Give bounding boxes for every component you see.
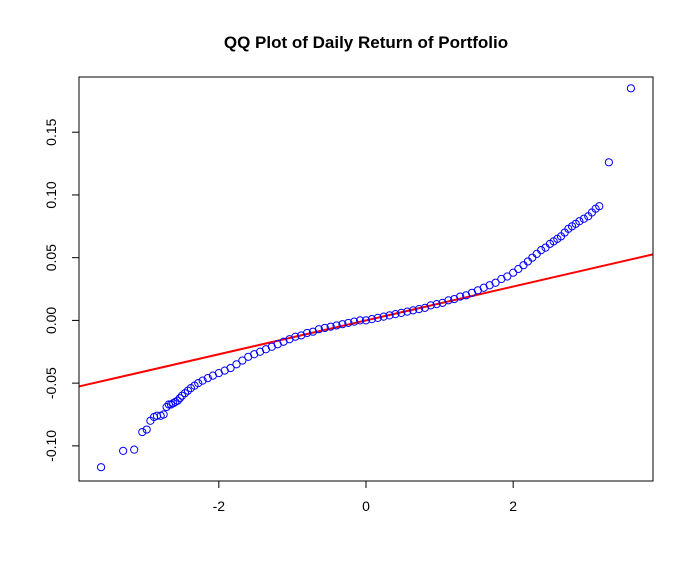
points-layer [96, 84, 636, 472]
data-point [528, 253, 537, 262]
data-point [444, 296, 453, 305]
data-point [96, 463, 106, 472]
data-point [303, 328, 312, 338]
data-point [203, 374, 212, 383]
data-point [169, 399, 178, 408]
data-point [232, 360, 241, 369]
qq-line-layer [78, 253, 654, 388]
data-point [175, 394, 184, 403]
data-point [367, 315, 376, 324]
data-point [356, 316, 365, 325]
data-point [456, 292, 465, 301]
data-point [391, 310, 400, 319]
data-point [514, 264, 523, 274]
y-tick-label: 0.15 [43, 118, 59, 145]
data-point [373, 313, 382, 322]
data-point [397, 308, 406, 317]
data-point [177, 391, 187, 400]
x-tick-label: 0 [362, 498, 370, 514]
data-point [604, 158, 613, 167]
data-point [314, 325, 324, 334]
data-point [491, 278, 500, 287]
data-point [198, 376, 207, 385]
data-point [523, 257, 532, 266]
data-point [238, 356, 247, 365]
data-point [183, 386, 193, 395]
axes: -2 0 2 -0.10 -0.05 0.00 0.05 0.10 0.15 [43, 118, 517, 514]
qq-reference-line [78, 253, 654, 388]
data-point [326, 322, 335, 331]
data-point [166, 400, 176, 409]
data-point [332, 321, 341, 330]
data-point [519, 261, 528, 270]
data-point [138, 427, 147, 437]
data-point [338, 320, 347, 329]
data-point [432, 299, 441, 309]
plot-frame [78, 76, 654, 482]
data-point [426, 301, 435, 310]
chart-title: QQ Plot of Daily Return of Portfolio [224, 33, 508, 52]
data-point [532, 249, 541, 259]
data-point [226, 363, 235, 373]
x-tick-label: 2 [509, 498, 517, 514]
x-tick-label: -2 [213, 498, 226, 514]
data-point [173, 396, 182, 405]
data-point [142, 425, 151, 434]
data-point [344, 318, 353, 328]
y-tick-label: 0.10 [43, 181, 59, 208]
y-tick-label: -0.10 [43, 430, 59, 462]
data-point [385, 311, 394, 320]
data-point [579, 214, 588, 223]
data-point [180, 389, 190, 398]
data-point [162, 402, 171, 412]
data-point [537, 246, 546, 255]
data-point [194, 379, 203, 388]
data-point [159, 410, 168, 419]
data-point [350, 317, 359, 326]
data-point [408, 306, 418, 315]
y-tick-label: 0.00 [43, 307, 59, 334]
data-point [130, 445, 139, 454]
data-point [503, 272, 512, 281]
data-point [509, 268, 518, 277]
data-point [379, 312, 388, 321]
data-point [361, 316, 371, 325]
data-point [626, 84, 636, 93]
data-point [575, 217, 584, 226]
data-point [291, 332, 300, 341]
y-tick-label: 0.05 [43, 244, 59, 271]
data-point [595, 202, 604, 211]
data-point [403, 307, 412, 316]
y-tick-label: -0.05 [43, 367, 59, 399]
data-point [320, 323, 329, 333]
data-point [119, 446, 128, 455]
data-point [414, 305, 424, 314]
